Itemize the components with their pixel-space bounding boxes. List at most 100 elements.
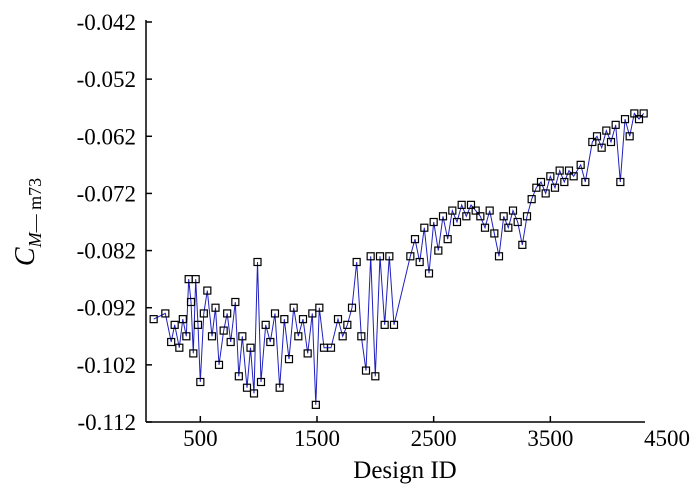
data-point <box>253 257 262 267</box>
data-point <box>261 320 270 329</box>
data-point <box>338 332 347 341</box>
data-point <box>366 252 375 261</box>
data-point <box>611 120 620 129</box>
y-axis-label: CM— m73 <box>10 178 45 266</box>
data-point <box>508 206 518 215</box>
data-point <box>522 212 532 221</box>
data-point <box>541 189 550 198</box>
data-point <box>532 183 541 192</box>
data-point <box>476 212 485 221</box>
y-tick-label: -0.062 <box>77 124 136 149</box>
data-point <box>527 195 536 204</box>
data-point <box>564 166 574 175</box>
data-point <box>406 252 415 261</box>
data-point <box>576 160 585 169</box>
data-point <box>214 360 224 369</box>
x-tick-label: 1500 <box>294 426 340 451</box>
data-point <box>170 320 179 329</box>
y-tick-label: -0.052 <box>77 67 136 92</box>
data-point <box>380 320 389 329</box>
data-point <box>462 212 471 221</box>
data-point <box>550 183 560 192</box>
data-point <box>424 269 434 278</box>
data-point <box>189 349 198 358</box>
data-point <box>266 337 275 347</box>
y-tick-label: -0.042 <box>77 10 136 35</box>
data-point <box>494 252 504 261</box>
data-point <box>167 337 176 347</box>
data-point <box>203 286 212 295</box>
data-point <box>311 400 320 409</box>
data-point <box>223 309 232 318</box>
data-point <box>581 177 590 187</box>
data-point <box>298 315 308 324</box>
data-point <box>284 355 294 364</box>
y-axis-label-text: CM— m73 <box>10 178 45 266</box>
data-point <box>410 235 420 244</box>
data-point <box>466 200 476 209</box>
data-point <box>616 177 625 187</box>
data-point <box>275 383 284 392</box>
y-tick-label: -0.082 <box>77 239 136 264</box>
data-point <box>415 257 424 267</box>
data-point <box>191 275 200 284</box>
data-point <box>256 377 266 387</box>
data-point <box>536 177 546 187</box>
x-tick-label: 4500 <box>644 426 690 451</box>
data-point <box>485 206 494 215</box>
data-point <box>249 389 259 398</box>
data-point <box>634 115 644 124</box>
data-point <box>289 303 298 312</box>
data-point <box>294 332 303 341</box>
data-point <box>452 217 462 227</box>
data-point <box>639 109 648 118</box>
data-point <box>592 132 602 141</box>
data-point <box>149 315 158 324</box>
data-point <box>352 257 361 267</box>
data-point <box>333 315 343 324</box>
data-point <box>597 143 606 152</box>
x-axis-label: Design ID <box>353 457 456 484</box>
data-point <box>443 235 452 244</box>
y-label-sub-rest: — m73 <box>25 178 45 234</box>
data-point <box>186 297 196 307</box>
data-point <box>175 343 184 352</box>
data-point <box>420 223 429 232</box>
data-point <box>480 223 490 232</box>
data-point <box>371 372 380 381</box>
y-label-sub: M <box>25 231 45 248</box>
data-point <box>457 200 466 209</box>
data-point <box>161 309 170 318</box>
data-point <box>242 383 252 392</box>
data-point <box>347 303 357 312</box>
data-point <box>434 246 443 255</box>
y-tick-label: -0.102 <box>77 353 136 378</box>
data-point <box>606 137 616 147</box>
x-tick-label: 500 <box>183 426 218 451</box>
x-tick-label: 3500 <box>527 426 573 451</box>
data-point <box>196 377 205 387</box>
data-point <box>625 132 634 141</box>
data-point <box>588 137 597 147</box>
data-point <box>385 252 394 261</box>
data-point <box>238 332 247 341</box>
data-point <box>375 252 385 261</box>
data-point <box>343 320 352 329</box>
data-point <box>560 177 569 187</box>
data-point <box>602 126 611 135</box>
data-point <box>471 206 480 215</box>
data-point <box>546 172 555 181</box>
data-point <box>357 332 366 341</box>
data-point <box>182 332 191 341</box>
y-tick-label: -0.112 <box>77 410 136 435</box>
data-point <box>280 315 289 324</box>
data-point <box>270 309 280 318</box>
data-point <box>226 337 235 347</box>
y-tick-label: -0.072 <box>77 181 136 206</box>
data-point <box>630 109 639 118</box>
data-point <box>513 217 522 227</box>
y-label-main: C <box>10 247 41 266</box>
data-point <box>219 326 228 335</box>
data-point <box>326 343 336 352</box>
series-line <box>153 112 645 405</box>
